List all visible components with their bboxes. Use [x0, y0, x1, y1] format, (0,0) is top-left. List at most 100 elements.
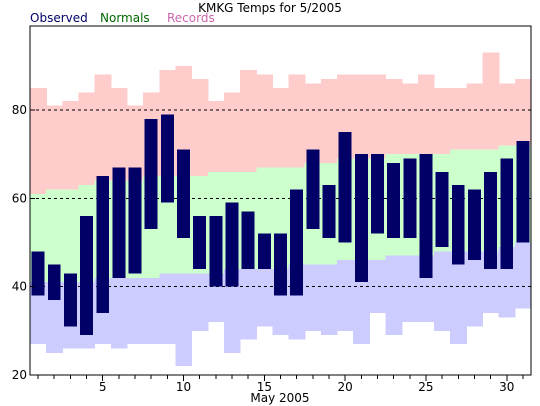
- record-high-band-day-24: [401, 83, 419, 155]
- record-high-band-day-27: [450, 87, 467, 150]
- normals-band-day-3: [62, 189, 80, 283]
- record-high-band-day-25: [417, 74, 435, 155]
- record-low-band-day-19: [320, 264, 338, 336]
- record-low-band-day-31: [514, 242, 532, 309]
- record-low-band-day-22: [369, 260, 387, 314]
- record-high-band-day-15: [256, 74, 274, 168]
- record-high-band-day-5: [94, 74, 112, 181]
- observed-bar-day-5: [96, 176, 110, 314]
- observed-bar-day-10: [177, 149, 190, 239]
- record-low-band-day-14: [240, 268, 257, 340]
- observed-bar-day-23: [387, 162, 401, 239]
- y-tick-label-80: 80: [12, 103, 27, 117]
- observed-bar-day-11: [193, 215, 207, 269]
- record-high-band-day-22: [369, 74, 387, 159]
- record-low-band-day-26: [434, 251, 451, 331]
- record-low-band-day-6: [110, 277, 128, 349]
- record-high-band-day-7: [126, 105, 144, 181]
- observed-bar-day-20: [338, 132, 352, 243]
- record-high-band-day-29: [482, 52, 500, 150]
- x-tick-label-30: 30: [499, 380, 514, 394]
- observed-bar-day-7: [128, 167, 142, 274]
- record-high-band-day-4: [78, 92, 96, 186]
- record-high-band-day-28: [466, 83, 484, 150]
- x-axis-label: May 2005: [250, 391, 309, 405]
- chart-title: KMKG Temps for 5/2005: [198, 1, 342, 15]
- record-high-band-day-2: [46, 105, 63, 190]
- normals-band-day-2: [46, 189, 63, 283]
- observed-bar-day-17: [290, 189, 304, 296]
- record-high-band-day-23: [385, 79, 403, 155]
- record-high-band-day-10: [175, 65, 193, 177]
- record-low-band-day-10: [175, 273, 193, 367]
- observed-bar-day-19: [322, 185, 336, 239]
- record-low-band-day-7: [126, 277, 144, 345]
- record-high-band-day-30: [498, 83, 516, 146]
- record-low-band-day-23: [385, 255, 403, 336]
- record-high-band-day-3: [62, 101, 80, 190]
- observed-bar-day-21: [354, 154, 368, 283]
- observed-bar-day-31: [516, 140, 530, 243]
- observed-bar-day-13: [225, 202, 239, 287]
- observed-bar-day-4: [80, 215, 94, 336]
- record-low-band-day-11: [191, 273, 209, 331]
- x-tick-label-10: 10: [176, 380, 191, 394]
- observed-bar-day-15: [257, 233, 271, 269]
- observed-bar-day-12: [209, 215, 223, 287]
- observed-bar-day-8: [144, 118, 158, 230]
- record-high-band-day-12: [207, 101, 225, 172]
- x-tick-label-20: 20: [338, 380, 353, 394]
- record-high-band-day-18: [304, 83, 322, 163]
- observed-bar-day-6: [112, 167, 126, 278]
- observed-bar-day-14: [241, 211, 255, 269]
- record-high-band-day-21: [353, 74, 370, 159]
- observed-bar-day-9: [160, 114, 174, 203]
- record-low-band-day-1: [30, 282, 47, 345]
- observed-bar-day-29: [484, 171, 498, 269]
- record-high-band-day-13: [223, 92, 241, 172]
- legend-observed: Observed: [30, 11, 88, 25]
- legend-records: Records: [167, 11, 215, 25]
- observed-bar-day-28: [467, 189, 481, 261]
- record-low-band-day-24: [401, 255, 419, 322]
- observed-bar-day-16: [274, 233, 287, 296]
- record-high-band-day-1: [30, 87, 47, 194]
- record-low-band-day-20: [337, 260, 354, 331]
- x-axis: 5 10 15 20 25 30: [37, 375, 524, 394]
- record-low-band-day-27: [450, 251, 467, 345]
- observed-bar-day-26: [435, 171, 449, 247]
- observed-bar-day-27: [451, 185, 465, 265]
- y-axis: 20 40 60 80: [12, 103, 35, 382]
- observed-bar-day-24: [403, 158, 417, 239]
- y-tick-label-20: 20: [12, 368, 27, 382]
- x-tick-label-5: 5: [99, 380, 107, 394]
- observed-bar-day-22: [371, 154, 384, 234]
- observed-bar-day-18: [306, 149, 320, 230]
- observed-bar-day-30: [500, 158, 514, 269]
- legend-normals: Normals: [100, 11, 150, 25]
- record-low-band-day-28: [466, 251, 484, 327]
- y-tick-label-40: 40: [12, 280, 27, 294]
- observed-bar-day-2: [47, 264, 61, 300]
- record-high-band-day-14: [240, 70, 257, 172]
- observed-bar-day-3: [63, 273, 77, 327]
- record-low-band-day-8: [143, 277, 160, 345]
- observed-bar-day-25: [419, 154, 433, 278]
- record-high-band-day-17: [288, 74, 306, 168]
- record-high-band-day-26: [434, 87, 451, 155]
- record-low-band-day-13: [223, 268, 241, 353]
- observed-bar-day-1: [31, 251, 45, 296]
- record-low-band-day-18: [304, 264, 322, 331]
- record-high-band-day-31: [514, 79, 532, 146]
- record-low-band-day-15: [256, 268, 274, 327]
- x-tick-label-25: 25: [418, 380, 433, 394]
- record-high-band-day-19: [320, 79, 338, 163]
- y-tick-label-60: 60: [12, 191, 27, 205]
- record-high-band-day-16: [272, 87, 290, 168]
- record-low-band-day-9: [159, 273, 177, 345]
- plot-area: [29, 25, 532, 376]
- x-tick-label-15: 15: [257, 380, 272, 394]
- record-high-band-day-11: [191, 79, 209, 177]
- record-high-band-day-6: [110, 87, 128, 181]
